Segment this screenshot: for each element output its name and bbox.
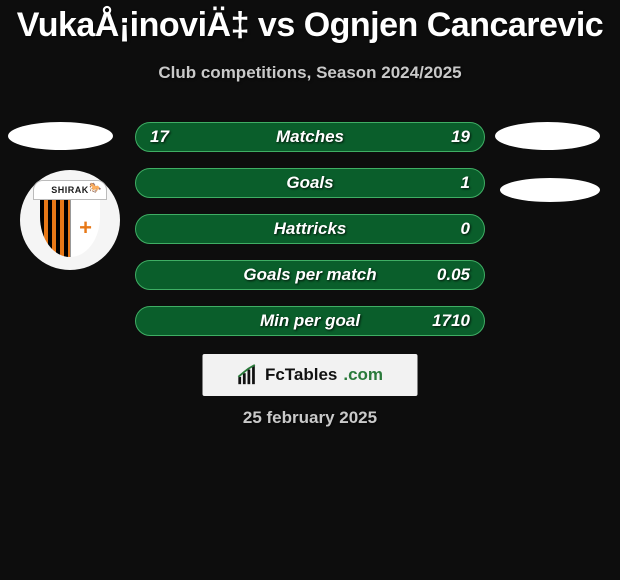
stat-label: Goals (286, 173, 333, 193)
stat-row-gpm: Goals per match 0.05 (135, 260, 485, 290)
plus-icon: + (79, 215, 92, 241)
stat-value-right: 0 (461, 219, 470, 239)
stat-value-right: 1 (461, 173, 470, 193)
bar-chart-icon (237, 364, 259, 386)
stat-row-goals: Goals 1 (135, 168, 485, 198)
horse-icon: 🐎 (89, 184, 102, 194)
stat-value-right: 1710 (432, 311, 470, 331)
player-head-left (8, 122, 113, 150)
stat-row-matches: 17 Matches 19 (135, 122, 485, 152)
stats-block: 17 Matches 19 Goals 1 Hattricks 0 Goals … (135, 122, 485, 336)
stat-value-left: 17 (150, 127, 169, 147)
club-badge-stripes (40, 199, 70, 257)
stat-label: Goals per match (243, 265, 376, 285)
stat-row-hattricks: Hattricks 0 (135, 214, 485, 244)
brand-name: FcTables (265, 365, 337, 385)
page-subtitle: Club competitions, Season 2024/2025 (0, 63, 620, 83)
brand-suffix: .com (343, 365, 383, 385)
brand-logo[interactable]: FcTables .com (203, 354, 418, 396)
club-badge-white: + (70, 199, 100, 257)
stat-label: Min per goal (260, 311, 360, 331)
club-badge-shield: + (40, 199, 100, 257)
stat-row-mpg: Min per goal 1710 (135, 306, 485, 336)
stat-value-right: 19 (451, 127, 470, 147)
stat-label: Matches (276, 127, 344, 147)
stat-label: Hattricks (274, 219, 347, 239)
club-badge-banner: SHIRAK 🐎 (33, 180, 107, 200)
player-shoulder-right (500, 178, 600, 202)
club-badge-left: SHIRAK 🐎 + (20, 170, 120, 270)
date-line: 25 february 2025 (0, 408, 620, 428)
club-badge-text: SHIRAK (51, 185, 89, 195)
page-title: VukaÅ¡inoviÄ‡ vs Ognjen Cancarevic (0, 0, 620, 45)
player-head-right (495, 122, 600, 150)
stat-value-right: 0.05 (437, 265, 470, 285)
